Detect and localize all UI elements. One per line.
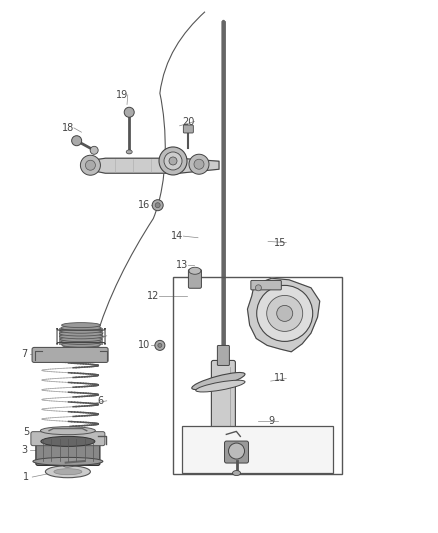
Text: 16: 16 [138,200,151,210]
Circle shape [155,341,165,350]
Ellipse shape [189,267,201,274]
Bar [59,328,103,344]
Text: 12: 12 [147,291,159,301]
Text: 6: 6 [98,396,104,406]
Bar [173,277,342,474]
Text: 17: 17 [143,165,155,174]
Text: 1: 1 [23,472,29,482]
Ellipse shape [62,342,100,347]
Bar [182,426,333,473]
Circle shape [237,452,241,456]
Ellipse shape [40,426,95,435]
Ellipse shape [233,471,240,475]
Circle shape [155,203,160,208]
Text: 15: 15 [274,238,286,247]
Circle shape [189,154,209,174]
Text: 10: 10 [138,341,151,350]
Ellipse shape [62,345,100,350]
Ellipse shape [60,337,102,342]
Circle shape [169,157,177,165]
Circle shape [72,136,81,146]
FancyBboxPatch shape [251,280,281,290]
Circle shape [164,152,182,170]
Circle shape [124,107,134,117]
Circle shape [229,443,244,459]
Ellipse shape [63,458,84,467]
Text: 11: 11 [274,374,286,383]
Text: 9: 9 [268,416,275,426]
Text: 19: 19 [116,90,128,100]
Ellipse shape [41,437,95,446]
Text: 13: 13 [176,261,188,270]
Ellipse shape [46,466,90,478]
Text: 5: 5 [23,427,29,437]
Text: 14: 14 [171,231,184,241]
Circle shape [159,147,187,175]
Text: 2: 2 [74,460,80,470]
Circle shape [277,305,293,321]
Polygon shape [247,278,320,352]
FancyBboxPatch shape [184,125,193,133]
FancyBboxPatch shape [217,345,230,366]
Text: 8: 8 [98,331,104,341]
FancyBboxPatch shape [234,441,244,465]
FancyBboxPatch shape [188,269,201,288]
Circle shape [234,449,244,459]
Ellipse shape [60,328,102,333]
Ellipse shape [61,340,101,344]
Ellipse shape [54,469,82,475]
FancyBboxPatch shape [225,441,248,463]
Polygon shape [85,158,219,173]
FancyBboxPatch shape [32,348,108,362]
Ellipse shape [62,322,100,328]
FancyBboxPatch shape [31,432,105,446]
FancyBboxPatch shape [212,360,235,439]
Circle shape [255,285,261,291]
Text: 3: 3 [21,446,27,455]
Ellipse shape [60,331,102,336]
Text: 20: 20 [182,117,194,126]
FancyBboxPatch shape [207,435,240,471]
Ellipse shape [60,334,102,339]
Ellipse shape [61,326,101,330]
Circle shape [85,160,95,170]
FancyBboxPatch shape [36,435,100,465]
Circle shape [257,285,313,342]
Circle shape [152,200,163,211]
Circle shape [194,159,204,169]
Ellipse shape [196,380,245,392]
Ellipse shape [33,457,103,465]
Ellipse shape [126,150,132,154]
Ellipse shape [192,373,245,390]
Circle shape [90,146,98,155]
Circle shape [158,343,162,348]
Circle shape [81,155,100,175]
Text: 4: 4 [95,437,102,446]
Circle shape [267,295,303,332]
Text: 18: 18 [62,123,74,133]
Text: 7: 7 [21,350,27,359]
FancyBboxPatch shape [202,441,212,465]
